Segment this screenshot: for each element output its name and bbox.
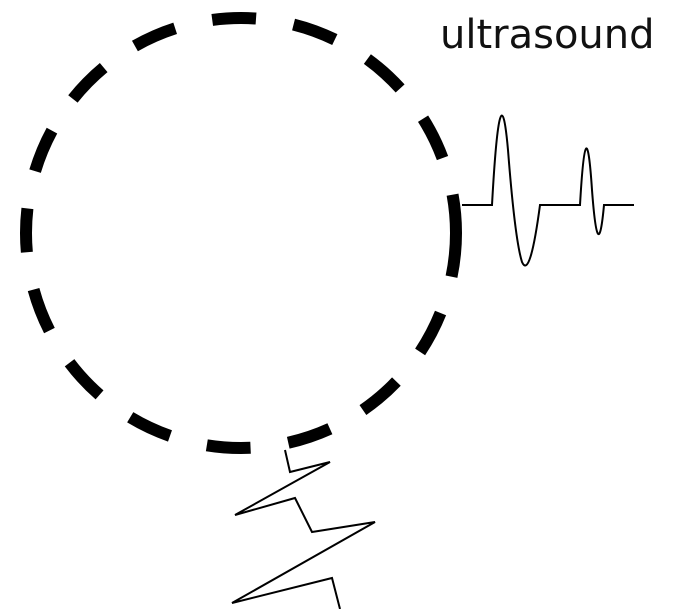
ultrasound-wave — [462, 114, 634, 267]
dashed-circle — [20, 12, 462, 454]
label: ultrasound — [440, 12, 655, 58]
zigzag-wave — [231, 449, 376, 609]
